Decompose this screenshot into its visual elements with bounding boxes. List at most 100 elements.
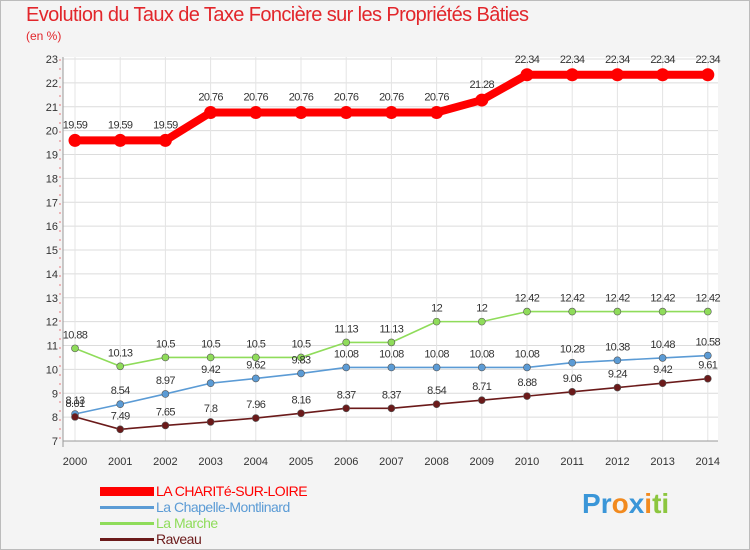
data-label-la-marche: 12 — [476, 303, 488, 315]
x-tick-label: 2008 — [424, 456, 448, 468]
legend-swatch — [100, 522, 154, 525]
data-label-la-chapelle: 10.08 — [424, 348, 449, 360]
x-tick-label: 2012 — [605, 456, 629, 468]
data-point-la-chapelle — [658, 354, 667, 362]
legend-item-la-charite: LA CHARITé-SUR-LOIRE — [100, 483, 430, 499]
data-point-raveau — [116, 425, 124, 434]
logo-letter: P — [582, 488, 601, 519]
data-point-la-charite — [158, 133, 172, 147]
data-label-la-marche: 10.5 — [291, 338, 310, 350]
data-label-raveau: 9.06 — [563, 373, 582, 385]
data-point-la-marche — [387, 338, 396, 347]
data-label-la-marche: 11.13 — [380, 323, 404, 335]
data-label-raveau: 9.24 — [608, 369, 627, 381]
data-point-la-chapelle — [297, 369, 305, 378]
data-label-raveau: 9.61 — [698, 360, 717, 372]
data-label-la-marche: 12.42 — [605, 293, 630, 305]
data-point-raveau — [613, 383, 622, 392]
data-label-raveau: 8.16 — [291, 394, 310, 406]
data-label-la-charite: 20.76 — [334, 91, 359, 103]
legend: LA CHARITé-SUR-LOIRE La Chapelle-Montlin… — [100, 483, 430, 548]
logo-letter: i — [661, 488, 670, 519]
data-label-la-marche: 12.42 — [696, 293, 721, 305]
data-point-la-charite — [384, 105, 398, 119]
x-tick-label: 2001 — [108, 456, 132, 468]
x-tick-label: 2014 — [696, 456, 720, 468]
x-tick-label: 2007 — [379, 456, 403, 468]
data-label-la-chapelle: 8.13 — [65, 395, 84, 407]
data-point-la-charite — [701, 68, 715, 82]
data-label-la-chapelle: 10.08 — [515, 348, 540, 360]
legend-swatch — [100, 506, 154, 509]
data-label-la-chapelle: 8.97 — [156, 375, 175, 387]
data-point-la-chapelle — [161, 390, 170, 398]
data-label-la-chapelle: 10.28 — [560, 344, 585, 356]
data-point-raveau — [252, 414, 260, 422]
data-label-la-marche: 12.42 — [560, 293, 585, 305]
data-label-raveau: 8.37 — [382, 389, 401, 401]
data-label-raveau: 7.49 — [111, 410, 130, 422]
data-label-la-marche: 10.88 — [63, 329, 88, 341]
x-tick-label: 2006 — [334, 456, 358, 468]
legend-swatch — [100, 487, 154, 496]
data-point-raveau — [523, 392, 531, 400]
data-point-la-charite — [204, 105, 218, 119]
y-tick-label: 16 — [46, 221, 58, 233]
data-label-raveau: 8.37 — [337, 389, 356, 401]
data-point-raveau — [161, 421, 170, 430]
data-point-la-charite — [249, 105, 263, 119]
data-label-la-charite: 19.59 — [63, 119, 88, 131]
data-point-la-charite — [520, 68, 534, 82]
data-point-raveau — [297, 409, 305, 418]
data-point-la-marche — [206, 353, 215, 362]
y-tick-label: 7 — [52, 436, 58, 448]
series-lines — [68, 68, 715, 434]
y-tick-label: 14 — [46, 269, 58, 281]
x-tick-label: 2009 — [470, 456, 494, 468]
proxiti-logo: Proxiti — [582, 488, 669, 520]
data-point-la-chapelle — [523, 363, 531, 372]
data-point-la-marche — [658, 307, 667, 316]
legend-label: Raveau — [156, 531, 202, 547]
logo-letter: x — [628, 488, 645, 519]
data-labels: 19.59 19.59 19.59 20.76 20.76 20.76 20.76 20.76… — [63, 54, 721, 423]
logo-letter: o — [611, 488, 629, 519]
axes: 7 8 9 10 11 12 13 14 15 16 17 18 19 20 21 22 23 2000 2001 2… — [46, 54, 720, 468]
data-label-la-chapelle: 10.38 — [605, 341, 630, 353]
data-label-la-marche: 10.5 — [201, 338, 220, 350]
data-label-la-marche: 10.5 — [156, 338, 175, 350]
legend-item-la-marche: La Marche — [100, 515, 430, 531]
y-tick-label: 10 — [46, 364, 58, 376]
data-point-la-charite — [475, 93, 489, 107]
data-label-la-charite: 21.28 — [470, 79, 495, 91]
y-tick-label: 13 — [46, 293, 58, 305]
data-label-la-marche: 12.42 — [650, 293, 675, 305]
data-label-la-charite: 22.34 — [696, 54, 721, 66]
data-label-raveau: 7.65 — [156, 406, 175, 418]
data-label-la-chapelle: 9.42 — [201, 364, 220, 376]
data-label-la-marche: 10.13 — [108, 347, 133, 359]
data-point-la-chapelle — [116, 400, 124, 409]
x-tick-label: 2002 — [153, 456, 177, 468]
data-label-la-chapelle: 10.08 — [334, 348, 359, 360]
data-point-la-chapelle — [252, 374, 260, 383]
data-point-raveau — [568, 388, 577, 396]
data-label-la-marche: 12.42 — [515, 293, 540, 305]
data-label-la-charite: 20.76 — [289, 91, 314, 103]
data-label-la-charite: 22.34 — [515, 54, 540, 66]
data-point-raveau — [477, 396, 486, 404]
y-tick-label: 15 — [46, 245, 58, 257]
data-label-la-chapelle: 10.58 — [696, 337, 721, 349]
data-label-la-charite: 20.76 — [198, 91, 223, 103]
legend-item-la-chapelle: La Chapelle-Montlinard — [100, 499, 430, 515]
data-point-raveau — [71, 413, 79, 421]
data-label-la-chapelle: 10.08 — [470, 348, 495, 360]
data-point-raveau — [387, 404, 396, 413]
data-point-la-chapelle — [432, 363, 441, 372]
data-point-la-marche — [297, 353, 305, 362]
data-point-la-chapelle — [613, 356, 622, 365]
data-label-la-charite: 19.59 — [108, 119, 133, 131]
data-point-la-marche — [342, 338, 351, 347]
data-point-la-charite — [339, 105, 353, 119]
